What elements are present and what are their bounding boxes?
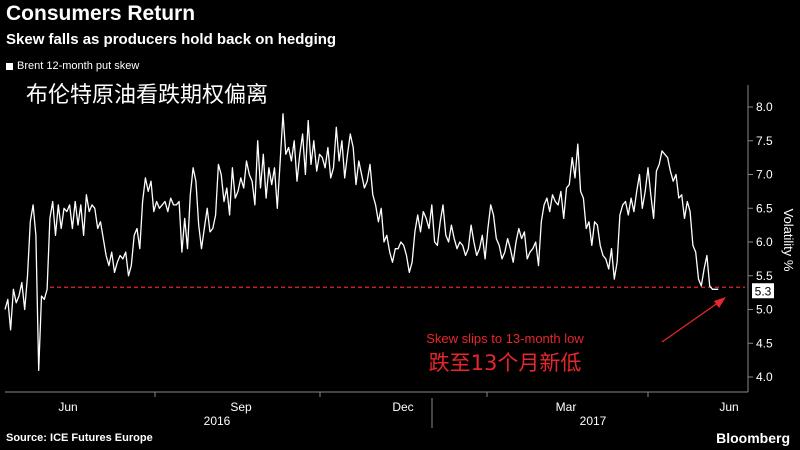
- x-tick-label: Mar: [556, 400, 577, 414]
- y-tick-label: 8.0: [756, 100, 773, 114]
- x-ticks: Jun Sep Dec Mar Jun: [58, 392, 739, 414]
- annotation-text: Skew slips to 13-month low: [426, 331, 584, 346]
- y-ticks: 4.0 4.5 5.0 5.5 6.0 6.5 7.0 7.5 8.0: [748, 100, 773, 384]
- year-label-2017: 2017: [580, 414, 607, 428]
- x-tick-label: Jun: [719, 400, 738, 414]
- y-tick-label: 6.0: [756, 235, 773, 249]
- x-tick-label: Jun: [58, 400, 77, 414]
- y-tick-label: 7.0: [756, 168, 773, 182]
- legend: Brent 12-month put skew: [6, 60, 139, 72]
- x-tick-label: Sep: [230, 400, 252, 414]
- series-line: [4, 113, 719, 371]
- y-tick-label: 4.0: [756, 370, 773, 384]
- last-value-box: [752, 283, 774, 299]
- source-label: Source: ICE Futures Europe: [6, 432, 153, 444]
- year-label-2016: 2016: [204, 414, 231, 428]
- y-tick-label: 5.5: [756, 269, 773, 283]
- legend-swatch: [6, 62, 13, 70]
- chinese-title: 布伦特原油看跌期权偏离: [26, 83, 269, 108]
- annotation-arrowhead: [714, 297, 726, 308]
- y-tick-label: 4.5: [756, 336, 773, 350]
- y-tick-label: 5.0: [756, 303, 773, 317]
- annotation-text-cn: 跌至13个月新低: [429, 351, 582, 375]
- last-value-label: 5.3: [755, 284, 772, 298]
- brand-logo: Bloomberg: [716, 430, 790, 446]
- y-tick-label: 6.5: [756, 201, 773, 215]
- legend-label: Brent 12-month put skew: [17, 60, 140, 72]
- chart-subtitle: Skew falls as producers hold back on hed…: [6, 31, 337, 48]
- annotation-arrow: [661, 299, 723, 343]
- y-tick-label: 7.5: [756, 134, 773, 148]
- chart-title: Consumers Return: [6, 2, 196, 25]
- y-axis-label: Volatility %: [781, 209, 796, 272]
- x-tick-label: Dec: [392, 400, 413, 414]
